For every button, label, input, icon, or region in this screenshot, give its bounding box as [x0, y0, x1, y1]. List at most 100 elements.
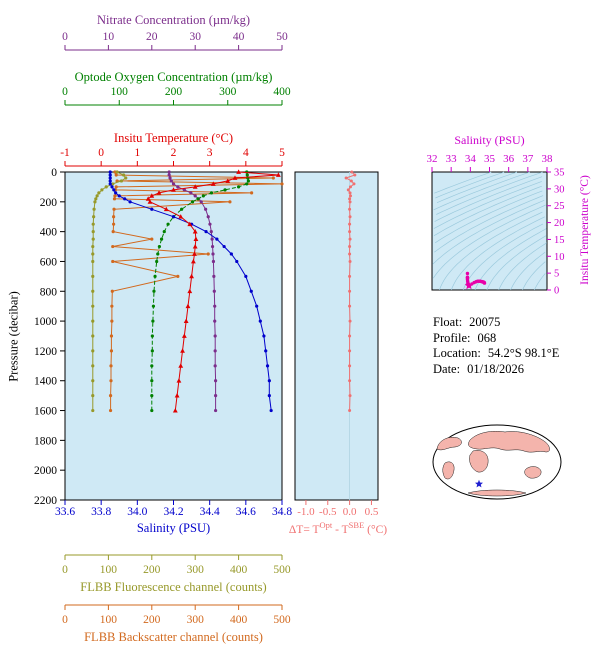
oxygen-marker — [150, 408, 154, 413]
temperature-marker — [181, 333, 187, 338]
backscatter-marker — [176, 274, 180, 278]
fluorescence-marker — [91, 394, 95, 398]
pressure-tick-label: 2200 — [34, 495, 57, 507]
fluorescence-marker — [91, 349, 95, 353]
backscatter-tick-label: 200 — [143, 614, 161, 626]
delta-t-marker — [348, 274, 352, 278]
pressure-tick-label: 600 — [40, 256, 58, 268]
oxygen-marker — [245, 182, 249, 186]
ts-salinity-tick-label: 32 — [427, 153, 438, 165]
salinity-marker — [222, 244, 226, 249]
isopycnal-contour — [434, 176, 543, 222]
oxygen-marker — [166, 222, 170, 226]
temperature-marker — [192, 251, 197, 256]
float-info-line: Profile: 068 — [433, 331, 559, 347]
temperature-marker — [145, 196, 151, 201]
pressure-tick-label: 0 — [51, 167, 57, 179]
ts-salinity-tick-label: 34 — [465, 153, 477, 165]
fluorescence-marker — [91, 334, 95, 338]
isopycnal-contour — [434, 195, 544, 253]
ts-temperature-tick-label: 25 — [554, 201, 565, 212]
salinity-marker — [108, 182, 112, 186]
backscatter-marker — [108, 394, 113, 398]
temperature-marker — [149, 193, 155, 198]
nitrate-marker — [213, 349, 217, 353]
isopycnal-contour — [486, 235, 547, 291]
backscatter-tick-label: 100 — [100, 614, 118, 626]
nitrate-marker — [211, 259, 216, 264]
backscatter-tick-label: 500 — [273, 614, 291, 626]
fluorescence-marker — [91, 304, 95, 308]
nitrate-marker — [213, 408, 218, 413]
oxygen-marker — [150, 379, 154, 383]
oxygen-marker — [150, 394, 154, 398]
nitrate-marker — [182, 188, 186, 192]
fluorescence-marker — [97, 191, 101, 195]
salinity-marker — [235, 259, 239, 264]
fluorescence-marker — [104, 185, 108, 189]
oxygen-marker — [245, 173, 249, 177]
backscatter-marker — [109, 379, 113, 383]
nitrate-marker — [169, 179, 173, 183]
temperature-marker — [236, 169, 241, 174]
oxygen-marker — [151, 319, 155, 323]
float-label: Float: — [433, 315, 463, 329]
temperature-marker — [156, 190, 162, 195]
delta-t-marker — [348, 409, 352, 413]
profile-value: 068 — [477, 330, 497, 345]
delta-t-marker — [348, 379, 352, 383]
temperature-marker — [174, 393, 180, 398]
salinity-tick-label: 34.4 — [200, 506, 220, 518]
salinity-marker — [267, 379, 271, 383]
temperature-marker — [232, 175, 238, 180]
pressure-tick-label: 1200 — [34, 346, 57, 358]
oxygen-marker — [156, 252, 160, 256]
isopycnal-contour — [510, 251, 546, 291]
backscatter-marker — [111, 230, 115, 234]
ts-temperature-tick-label: 35 — [554, 168, 565, 179]
salinity-marker — [267, 394, 271, 398]
temperature-marker — [192, 184, 198, 189]
oxygen-marker — [223, 188, 227, 192]
delta-t-tick-label: -0.5 — [319, 506, 337, 518]
salinity-tick-label: 34.0 — [127, 506, 147, 518]
delta-t-marker — [350, 170, 354, 174]
salinity-tick-label: 34.2 — [163, 506, 183, 518]
ts-point — [465, 271, 470, 276]
salinity-marker — [262, 334, 266, 338]
backscatter-marker — [112, 222, 116, 226]
delta-t-marker — [348, 245, 352, 249]
fluorescence-marker — [91, 259, 95, 264]
delta-t-marker — [348, 215, 352, 219]
ts-temperature-tick-label: 15 — [554, 235, 565, 246]
temperature-marker — [178, 363, 184, 368]
salinity-marker — [108, 176, 112, 180]
backscatter-marker — [109, 334, 114, 338]
nitrate-marker — [213, 379, 218, 383]
nitrate-tick-label: 30 — [189, 31, 201, 43]
delta-t-marker — [348, 200, 352, 204]
temperature-marker — [183, 318, 189, 323]
isopycnal-contour — [451, 216, 545, 291]
temperature-tick-label: 3 — [207, 147, 213, 159]
nitrate-marker — [167, 170, 171, 174]
salinity-marker — [229, 252, 233, 256]
float-location-marker — [475, 479, 483, 488]
salinity-marker — [244, 274, 248, 278]
ts-temperature-tick-label: 5 — [554, 269, 559, 280]
nitrate-marker — [210, 244, 215, 249]
delta-t-marker — [346, 188, 350, 192]
nitrate-tick-label: 0 — [62, 31, 68, 43]
oxygen-marker — [150, 334, 154, 338]
backscatter-marker — [109, 349, 114, 353]
delta-t-marker — [348, 222, 352, 226]
backscatter-tick-label: 300 — [187, 614, 205, 626]
float-info-line: Float: 20075 — [433, 315, 559, 331]
nitrate-marker — [193, 194, 197, 198]
oxygen-marker — [155, 259, 159, 264]
continent — [442, 461, 455, 480]
delta-t-marker — [344, 176, 348, 180]
fluorescence-tick-label: 400 — [230, 564, 248, 576]
ts-temperature-tick-label: 0 — [554, 286, 559, 297]
